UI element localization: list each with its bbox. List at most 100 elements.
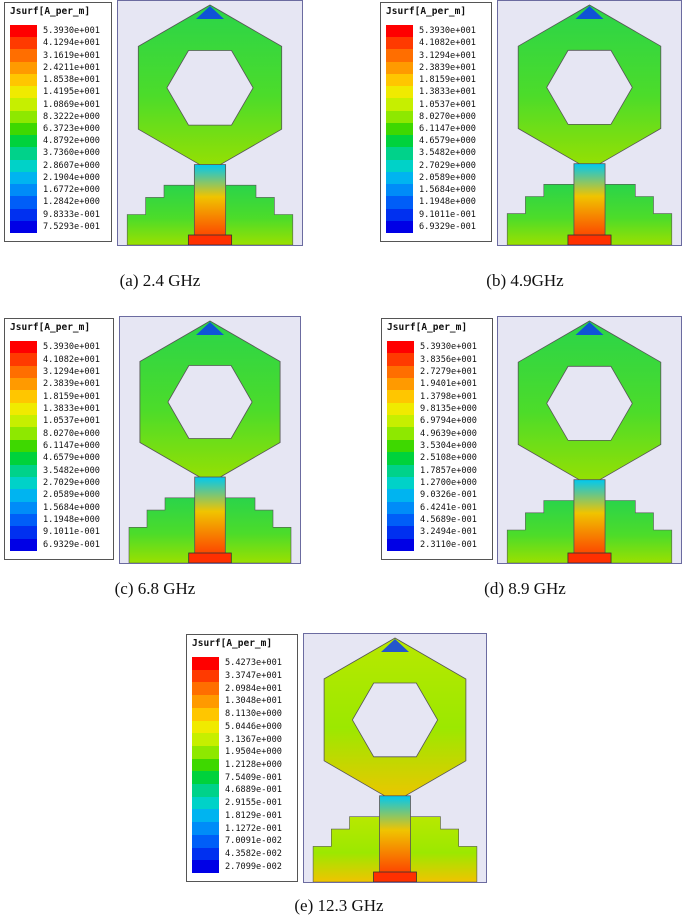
figure-caption: (d) 8.9 GHz: [484, 579, 566, 598]
legend-tick-label: 2.9155e-001: [225, 798, 282, 809]
legend-tick-label: 3.8356e+001: [420, 354, 477, 365]
high-current-tip: [575, 6, 604, 19]
legend-tick-label: 2.1904e+000: [43, 172, 100, 183]
color-swatch: [387, 378, 414, 391]
legend-tick-label: 5.0446e+000: [225, 721, 282, 732]
legend-tick-label: 9.1011e-001: [419, 209, 476, 220]
legend-tick-label: 9.8135e+000: [420, 403, 477, 414]
legend-tick-label: 2.3839e+001: [419, 62, 476, 73]
legend-tick-label: 6.1147e+000: [419, 124, 476, 134]
color-swatch: [10, 353, 37, 367]
color-swatch: [192, 822, 219, 836]
legend-tick-label: 3.5482e+000: [419, 148, 476, 159]
hexagon-slot: [546, 49, 633, 125]
legend-tick-label: 4.3582e-002: [225, 848, 282, 859]
legend-tick-label: 1.1948e+000: [43, 515, 100, 526]
legend-tick-label: 1.0869e+001: [43, 99, 100, 110]
legend-tick-label: 1.2700e+000: [420, 478, 477, 489]
color-swatch: [10, 365, 37, 379]
color-swatch: [387, 402, 414, 416]
color-swatch: [10, 489, 37, 503]
legend-tick-label: 2.3839e+001: [43, 379, 100, 390]
legend-tick-label: 3.1367e+000: [225, 734, 282, 745]
color-swatch: [10, 208, 37, 222]
legend-tick-label: 4.5689e-001: [420, 515, 477, 526]
color-swatch: [10, 196, 37, 210]
color-swatch: [192, 720, 219, 734]
legend-tick-label: 8.3222e+000: [43, 111, 100, 122]
figure-caption: (c) 6.8 GHz: [114, 579, 196, 598]
antenna-plot-svg: [506, 4, 673, 245]
legend-tick-label: 1.3798e+001: [420, 391, 477, 402]
legend-tick-label: 2.5108e+000: [420, 453, 477, 464]
legend-tick-label: 4.1082e+001: [43, 354, 100, 365]
legend-tick-label: 1.3833e+001: [419, 87, 476, 98]
color-swatch: [386, 135, 413, 148]
color-swatch: [10, 37, 37, 50]
color-legend: Jsurf[A_per_m] 5.3930e+001 4.1082e+001 3.12…: [380, 2, 492, 242]
legend-tick-label: 4.6579e+000: [419, 136, 476, 147]
color-swatch: [10, 402, 37, 416]
legend-tick-label: 5.3930e+001: [420, 342, 477, 353]
color-swatch: [10, 476, 37, 490]
legend-tick-label: 5.4273e+001: [225, 658, 282, 669]
color-swatch: [387, 476, 414, 490]
legend-tick-label: 3.5304e+000: [420, 441, 477, 451]
legend-tick-label: 1.7857e+000: [420, 465, 477, 476]
color-swatch: [387, 452, 414, 466]
hexagon-slot: [546, 365, 633, 441]
color-swatch: [10, 415, 37, 428]
high-current-tip: [381, 639, 409, 652]
color-swatch: [387, 415, 414, 428]
legend-tick-label: 2.3110e-001: [420, 539, 477, 550]
color-swatch: [10, 501, 37, 515]
legend-tick-label: 3.1294e+001: [419, 50, 476, 61]
legend-tick-label: 8.1130e+000: [225, 709, 282, 720]
color-swatch: [386, 37, 413, 50]
color-swatch: [387, 353, 414, 367]
legend-tick-label: 1.3048e+001: [225, 696, 282, 707]
legend-title: Jsurf[A_per_m]: [10, 322, 91, 333]
color-swatch: [192, 695, 219, 709]
color-legend: Jsurf[A_per_m] 5.3930e+001 4.1082e+001 3.12…: [4, 318, 114, 560]
hexagon-slot: [167, 365, 253, 439]
color-swatch: [387, 501, 414, 515]
color-swatch: [387, 439, 414, 453]
color-swatch: [386, 208, 413, 222]
legend-tick-label: 1.8538e+001: [43, 75, 100, 86]
feed-port: [567, 552, 612, 563]
color-swatch: [387, 513, 414, 527]
color-swatch: [386, 122, 413, 136]
legend-tick-label: 1.9401e+001: [420, 379, 477, 390]
color-swatch: [10, 452, 37, 466]
color-swatch: [10, 98, 37, 112]
legend-tick-label: 4.6889e-001: [225, 785, 282, 796]
color-swatch: [10, 73, 37, 87]
hexagon-slot: [166, 50, 254, 126]
legend-tick-label: 5.3930e+001: [43, 342, 100, 353]
color-swatch: [387, 390, 414, 404]
legend-tick-label: 1.4195e+001: [43, 87, 100, 98]
current-distribution-plot: [119, 316, 301, 564]
color-swatch: [387, 341, 414, 354]
legend-tick-label: 6.9329e-001: [419, 221, 476, 232]
legend-tick-label: 7.0091e-002: [225, 836, 282, 847]
color-legend: Jsurf[A_per_m] 5.3930e+001 4.1294e+001 3.16…: [4, 2, 112, 242]
color-swatch: [386, 110, 413, 124]
feed-port: [373, 871, 417, 882]
legend-tick-label: 1.6772e+000: [43, 185, 100, 196]
color-swatch: [192, 771, 219, 785]
legend-tick-label: 4.9639e+000: [420, 428, 477, 439]
color-swatch: [387, 526, 414, 540]
color-swatch: [192, 860, 219, 874]
legend-tick-label: 8.0270e+000: [419, 111, 476, 122]
color-swatch: [192, 707, 219, 722]
color-swatch: [192, 669, 219, 683]
color-swatch: [192, 682, 219, 696]
color-swatch: [10, 159, 37, 173]
legend-tick-label: 3.1619e+001: [43, 50, 100, 61]
color-swatch: [10, 171, 37, 185]
color-swatch: [10, 147, 37, 161]
feed-line: [573, 163, 606, 245]
legend-tick-label: 4.1294e+001: [43, 38, 100, 49]
